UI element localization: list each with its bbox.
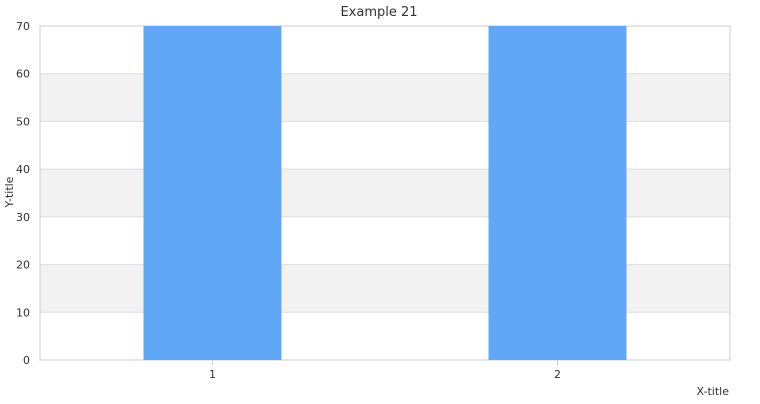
y-tick-label: 40 [16, 163, 30, 176]
y-tick-label: 20 [16, 259, 30, 272]
plot-area: 0 10 20 30 40 50 60 70 1 2 [16, 20, 731, 381]
y-tick-label: 30 [16, 211, 30, 224]
x-tick-label: 1 [209, 368, 216, 381]
y-tick-label: 70 [16, 20, 30, 33]
bar [488, 26, 627, 360]
y-axis-title: Y-title [3, 176, 16, 208]
plot-border [39, 25, 731, 361]
x-tick-label: 2 [554, 368, 561, 381]
chart-title: Example 21 [340, 5, 417, 20]
bar [143, 26, 282, 360]
y-tick-label: 60 [16, 68, 30, 81]
y-tick-label: 0 [23, 354, 30, 367]
x-axis-title: X-title [697, 385, 730, 398]
y-tick-label: 10 [16, 306, 30, 319]
y-tick-label: 50 [16, 115, 30, 128]
